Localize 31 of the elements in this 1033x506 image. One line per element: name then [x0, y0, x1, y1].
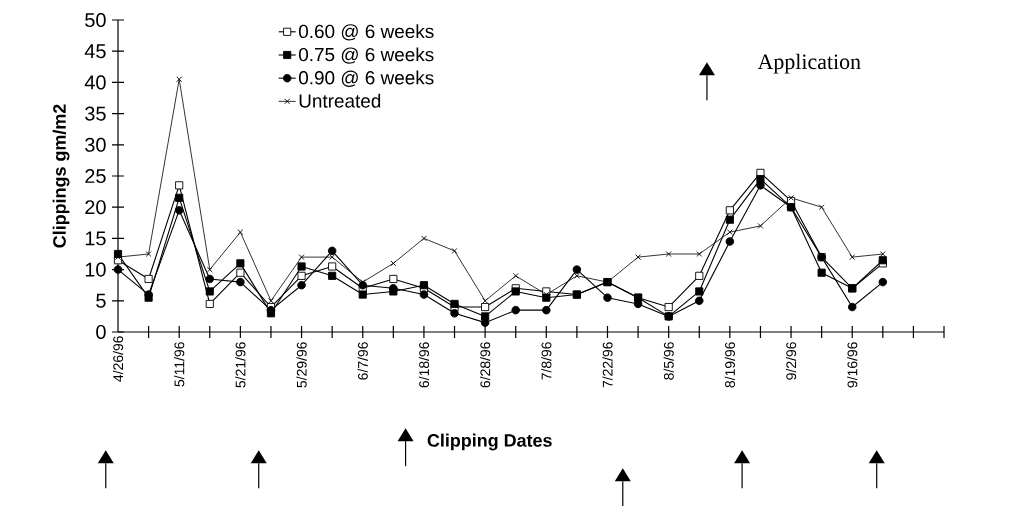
legend-label: 0.60 @ 6 weeks: [298, 24, 434, 41]
x-tick-label: 7/22/96: [602, 342, 613, 388]
y-tick-label: 10: [85, 262, 106, 277]
x-axis-title: Clipping Dates: [427, 433, 552, 451]
y-tick-label: 30: [85, 137, 106, 152]
legend-label: Untreated: [299, 93, 381, 108]
x-tick-label: 6/18/96: [418, 342, 430, 388]
y-tick-label: 25: [85, 168, 106, 184]
x-tick-label: 5/11/96: [174, 342, 185, 387]
x-tick-label: 6/7/96: [357, 342, 368, 380]
x-tick-label: 5/21/96: [235, 342, 246, 388]
x-tick-label: 6/28/96: [479, 342, 491, 388]
y-tick-label: 45: [84, 44, 106, 59]
x-tick-label: 9/16/96: [847, 342, 858, 388]
y-tick-label: 35: [85, 106, 106, 121]
x-tick-label: 7/8/96: [541, 342, 552, 380]
y-tick-label: 50: [85, 12, 106, 28]
y-tick-label: 20: [85, 200, 106, 215]
x-tick-label: 9/2/96: [785, 342, 797, 380]
y-axis-title: Clippings gm/m2: [52, 104, 70, 248]
y-tick-label: 0: [96, 324, 106, 340]
y-tick-label: 40: [84, 75, 106, 90]
x-tick-label: 8/5/96: [663, 342, 674, 380]
x-tick-label: 8/19/96: [724, 342, 735, 388]
y-tick-label: 15: [85, 231, 106, 246]
annotation: Application: [757, 53, 861, 74]
legend-label: 0.90 @ 6 weeks: [298, 70, 434, 87]
y-tick-label: 5: [96, 293, 106, 308]
x-tick-label: 4/26/96: [112, 336, 124, 382]
legend-label: 0.75 @ 6 weeks: [298, 47, 434, 64]
x-tick-label: 5/29/96: [296, 342, 307, 388]
